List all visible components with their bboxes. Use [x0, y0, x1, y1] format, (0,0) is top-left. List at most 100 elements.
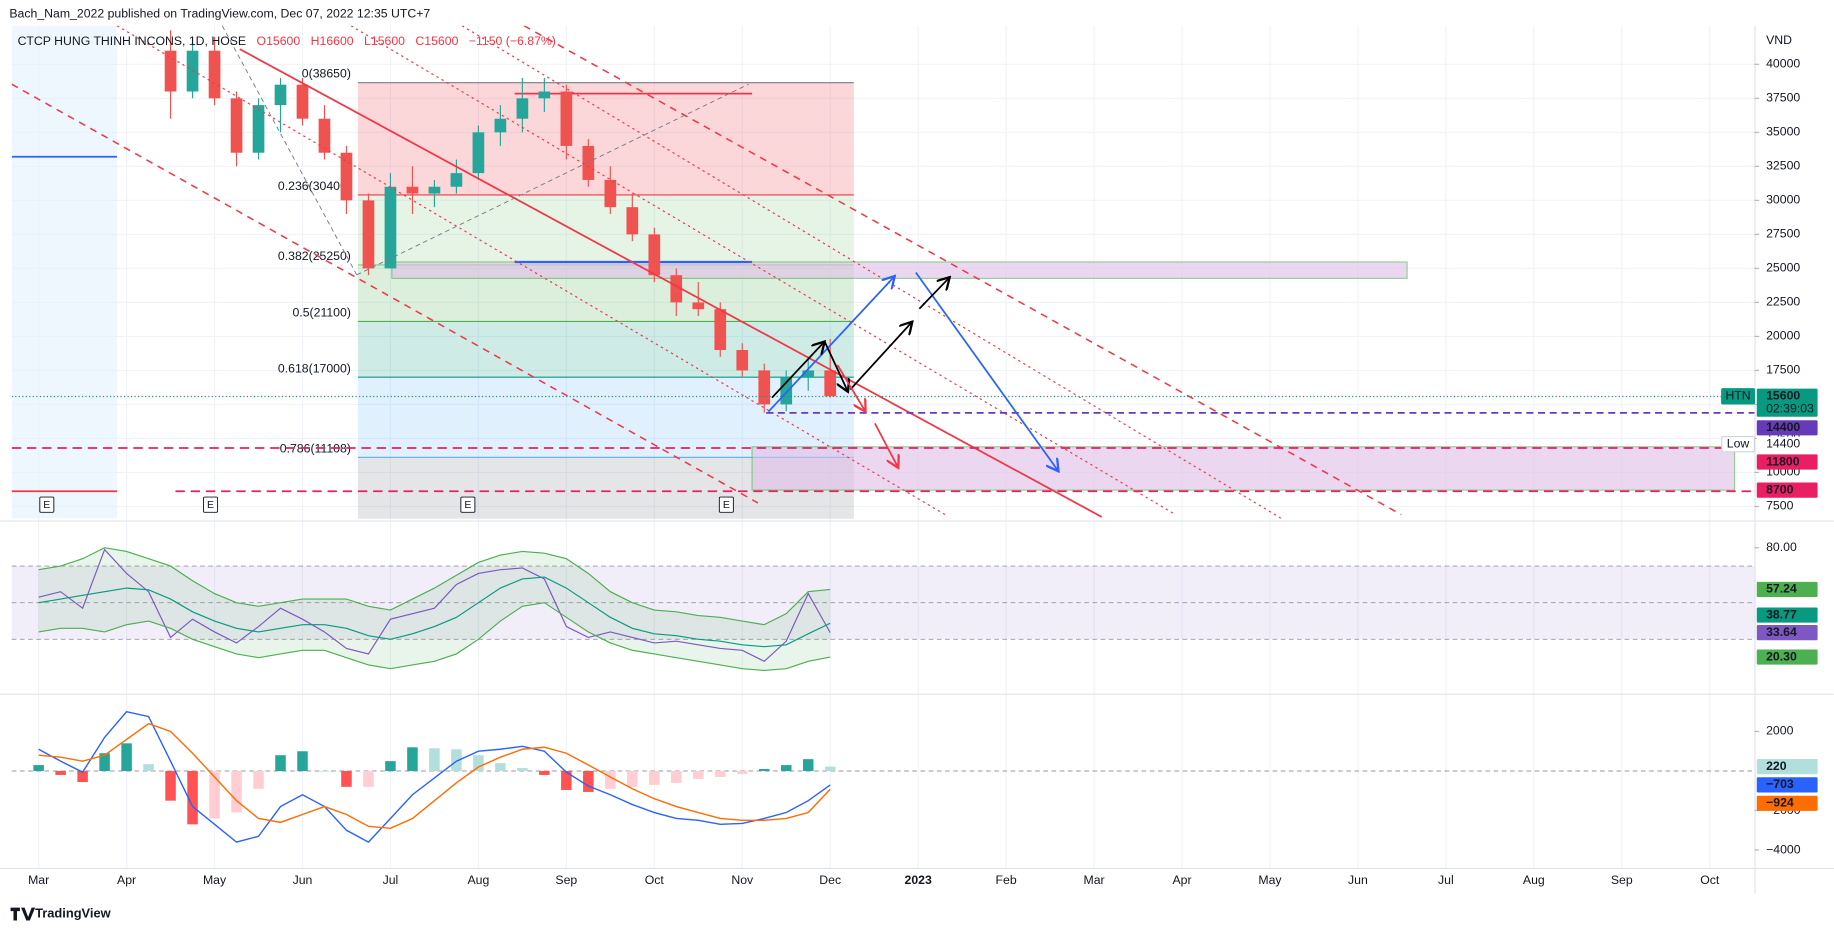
y-tick-label: 7500: [1766, 499, 1793, 513]
arrow: [771, 342, 825, 399]
arrow: [767, 276, 894, 413]
grid-layer: [11, 25, 1755, 868]
histogram-bar: [363, 771, 374, 787]
last-value-label-bg: [1756, 649, 1818, 665]
price-label: 14400: [1766, 420, 1800, 434]
x-tick-label: Nov: [731, 873, 754, 887]
candle-body: [164, 50, 177, 92]
x-tick-label: 2023: [905, 873, 932, 887]
fib-label: 0.618(17000): [278, 361, 351, 375]
x-tick-label: Sep: [555, 873, 577, 887]
drawings-over: [11, 25, 1755, 519]
currency-label: VND: [1766, 33, 1792, 47]
footer-brand[interactable]: TradingView: [35, 905, 112, 920]
candle-body: [648, 234, 661, 276]
drawings-under: [11, 25, 117, 519]
histogram-bar: [671, 771, 682, 783]
histogram-bar: [539, 771, 550, 775]
x-tick-label: Sep: [1611, 873, 1633, 887]
x-tick-label: Mar: [1084, 873, 1105, 887]
x-tick-label: Apr: [117, 873, 136, 887]
candle-body: [208, 50, 221, 99]
histogram-bar: [758, 769, 770, 772]
fib-zone: [357, 82, 854, 195]
candle-body: [340, 152, 353, 201]
fib-label: 0.236(30400): [278, 179, 351, 193]
x-tick-label: Jul: [383, 873, 399, 887]
x-tick-label: Aug: [467, 873, 489, 887]
candle-body: [538, 91, 551, 99]
fib-zone: [357, 377, 854, 458]
price-tag-bg: [1721, 435, 1756, 453]
candle-body: [670, 275, 683, 303]
price-label: 11800: [1766, 454, 1800, 468]
histogram-bar: [121, 743, 132, 772]
price-label-bg: [1756, 436, 1818, 452]
histogram-bar: [605, 771, 616, 789]
histogram-bar: [231, 771, 242, 813]
indicator-line: [38, 548, 831, 662]
date-range-shade: [11, 25, 117, 519]
x-tick-label: Apr: [1172, 873, 1191, 887]
x-tick-label: Jul: [1438, 873, 1454, 887]
x-tick-label: Jun: [1348, 873, 1368, 887]
candle-body: [318, 118, 331, 153]
histogram-bar: [693, 771, 704, 779]
last-value-label-bg: [1756, 607, 1818, 623]
histogram-bar: [55, 771, 66, 775]
arrow: [836, 364, 865, 412]
x-tick-label: May: [1258, 873, 1282, 887]
candle-body: [758, 370, 771, 405]
candle-body: [626, 207, 639, 235]
histogram-bar: [341, 771, 352, 787]
channel-line: [461, 25, 1282, 519]
candle-body: [582, 145, 595, 180]
price-label-bg: [1756, 454, 1818, 470]
zones: [391, 92, 1736, 491]
y-tick-label: 25000: [1766, 261, 1800, 275]
resistance-zone: [391, 261, 1408, 279]
fib-label: 0.382(25250): [278, 249, 351, 263]
histogram-bar: [561, 771, 572, 790]
arrow: [823, 341, 848, 392]
earnings-box: [718, 496, 734, 513]
candle-body: [186, 50, 199, 92]
channel-line: [116, 25, 946, 516]
histogram-bar: [385, 761, 396, 772]
x-tick-label: Mar: [28, 873, 49, 887]
histogram-bar: [780, 765, 792, 772]
candle-body: [428, 186, 441, 194]
ohlc-value: L15600: [364, 34, 405, 48]
candle-body: [692, 302, 705, 310]
histogram-bar: [275, 755, 286, 772]
candle-body: [384, 186, 397, 269]
last-value-label: 20.30: [1766, 649, 1797, 663]
last-value-label-bg: [1756, 581, 1818, 598]
fib-label: 0.5(21100): [292, 306, 350, 320]
ohlc-value: O15600: [257, 34, 301, 48]
last-value-label: 220: [1766, 759, 1787, 773]
y-tick-label: 17500: [1766, 363, 1800, 377]
band-line: [38, 547, 831, 626]
indicator-line: [38, 722, 831, 830]
symbol-title: CTCP HUNG THINH INCONS, 1D, HOSE: [18, 34, 247, 48]
last-value-label-bg: [1756, 759, 1818, 775]
y-tick-label: 35000: [1766, 125, 1800, 139]
y-tick-label: 22500: [1766, 295, 1800, 309]
x-tick-label: May: [203, 873, 227, 887]
candle-body: [406, 186, 419, 194]
histogram-bar: [627, 771, 638, 787]
price-tag-bg: [1721, 388, 1756, 405]
trend-line: [239, 48, 1103, 518]
candle-body: [824, 370, 837, 397]
fib-zone: [357, 321, 854, 378]
candle-body: [450, 173, 463, 187]
x-tick-label: Oct: [645, 873, 665, 887]
earnings-box: [39, 496, 55, 513]
y-tick-label: 40000: [1766, 57, 1800, 71]
candle-body: [362, 200, 375, 269]
y-tick-label: 27500: [1766, 227, 1800, 241]
channel-line: [350, 25, 1176, 516]
earnings-box: [460, 496, 476, 513]
price-label-bg: [1756, 482, 1818, 498]
